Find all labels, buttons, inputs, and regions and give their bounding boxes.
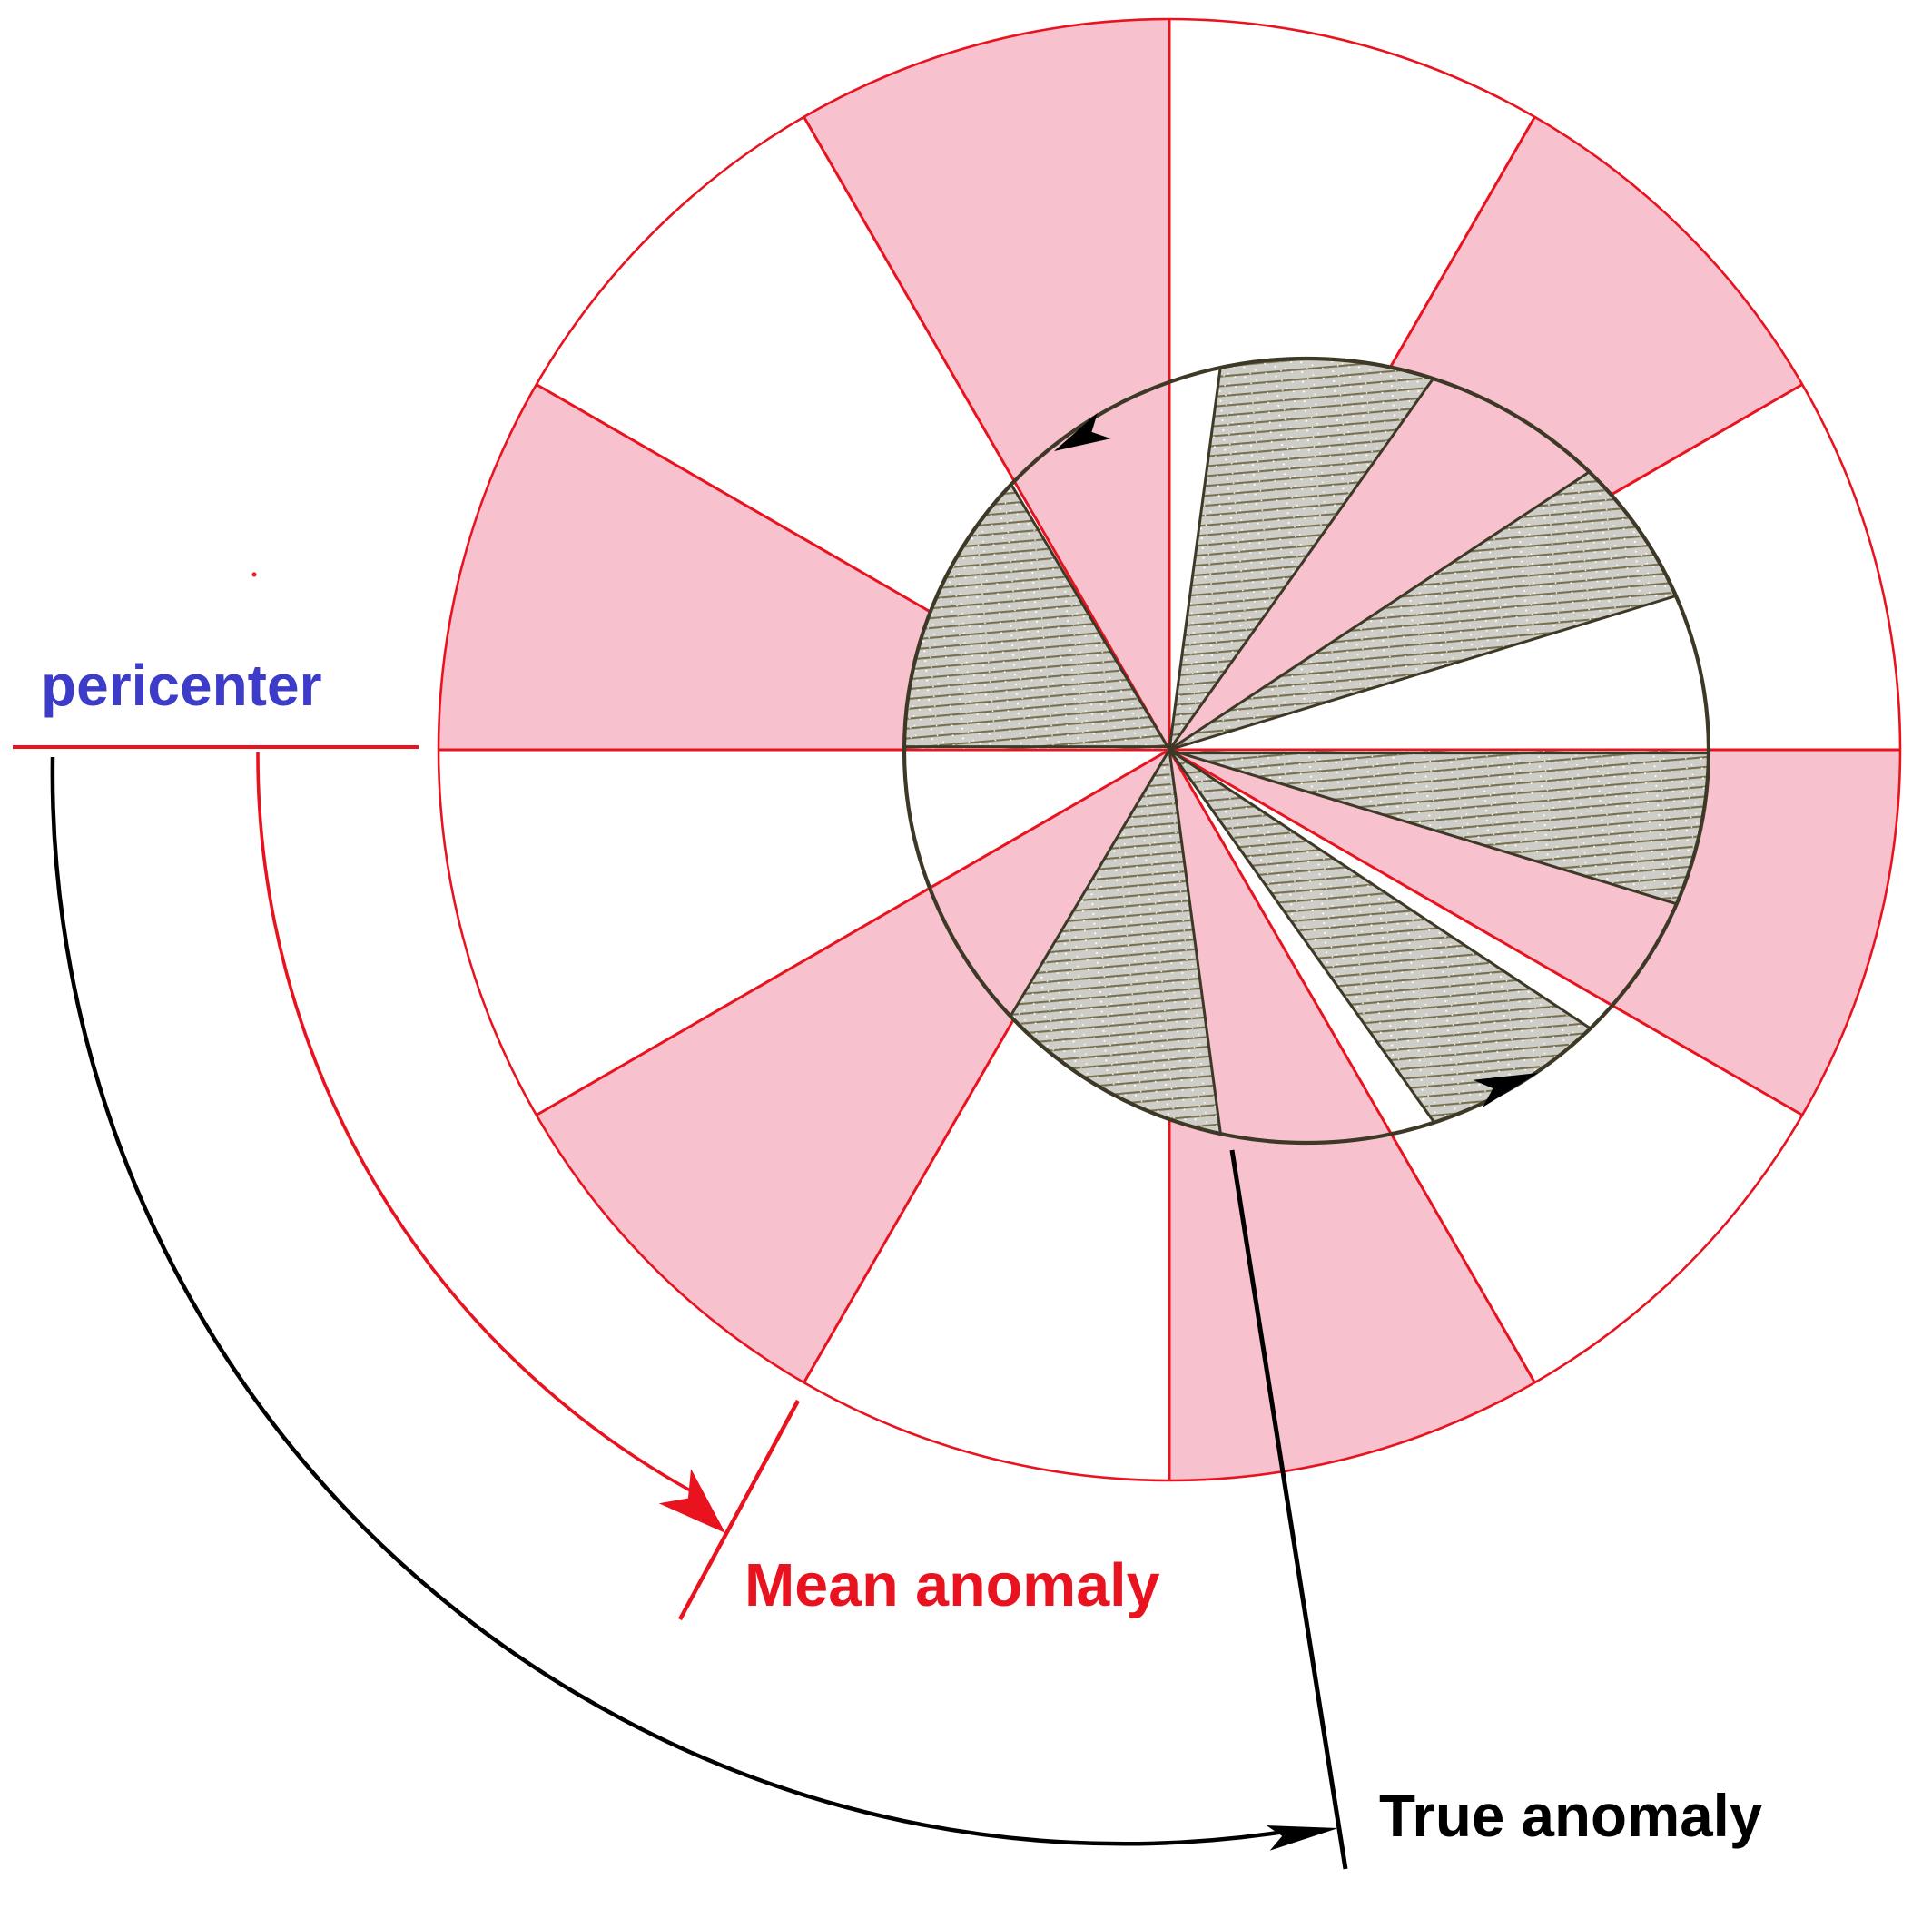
svg-text:True anomaly: True anomaly bbox=[1379, 1783, 1763, 1849]
svg-text:pericenter: pericenter bbox=[41, 653, 321, 718]
svg-text:Mean anomaly: Mean anomaly bbox=[744, 1552, 1160, 1619]
